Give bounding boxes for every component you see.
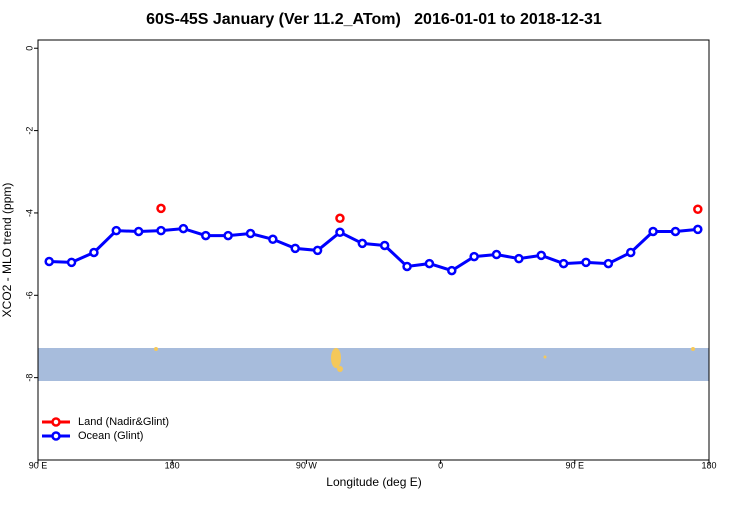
point	[335, 213, 345, 224]
point	[44, 256, 54, 267]
point	[89, 247, 99, 258]
y-tick-label: -4	[24, 209, 34, 217]
y-tick-label: -8	[24, 374, 34, 382]
point	[335, 227, 345, 238]
point	[223, 230, 233, 241]
y-tick-label: -6	[24, 291, 34, 299]
x-axis-label: Longitude (deg E)	[326, 475, 421, 489]
point	[558, 258, 569, 269]
point	[245, 228, 256, 239]
chart-title: 60S-45S January (Ver 11.2_ATom) 2016-01-…	[146, 11, 602, 28]
legend-label: Land (Nadir&Glint)	[78, 416, 169, 428]
series-line	[49, 227, 698, 273]
point	[424, 258, 435, 269]
point	[693, 224, 703, 235]
point	[469, 251, 479, 262]
point	[693, 204, 703, 214]
plot-frame	[37, 39, 710, 461]
map-strip	[38, 347, 709, 381]
point	[268, 234, 278, 245]
point	[111, 225, 122, 236]
point	[156, 225, 166, 236]
y-axis-label: XCO2 - MLO trend (ppm)	[0, 183, 14, 318]
point	[514, 253, 524, 264]
x-tick-label: 180	[701, 460, 716, 470]
point	[290, 243, 300, 254]
point	[312, 245, 323, 256]
point	[66, 257, 77, 268]
point	[603, 258, 614, 269]
x-tick-label: 90 E	[566, 460, 585, 470]
legend-marker	[51, 431, 61, 441]
legend-marker	[51, 417, 61, 427]
point	[447, 265, 457, 276]
point	[379, 240, 390, 251]
point	[581, 257, 591, 268]
point	[357, 238, 368, 249]
point	[402, 261, 412, 272]
x-tick-label: 0	[438, 460, 443, 470]
x-tick-label: 180	[165, 460, 180, 470]
point	[670, 226, 681, 237]
x-tick-label: 90 W	[296, 460, 318, 470]
point	[491, 249, 502, 260]
point	[178, 223, 189, 234]
y-tick-label: 0	[24, 46, 34, 51]
point	[536, 250, 546, 261]
x-tick-label: 90 E	[29, 460, 48, 470]
y-tick-label: -2	[24, 127, 34, 135]
point	[648, 226, 658, 237]
point	[156, 203, 166, 214]
point	[133, 226, 144, 237]
point	[201, 230, 211, 241]
point	[625, 247, 636, 258]
legend-label: Ocean (Glint)	[78, 430, 143, 442]
